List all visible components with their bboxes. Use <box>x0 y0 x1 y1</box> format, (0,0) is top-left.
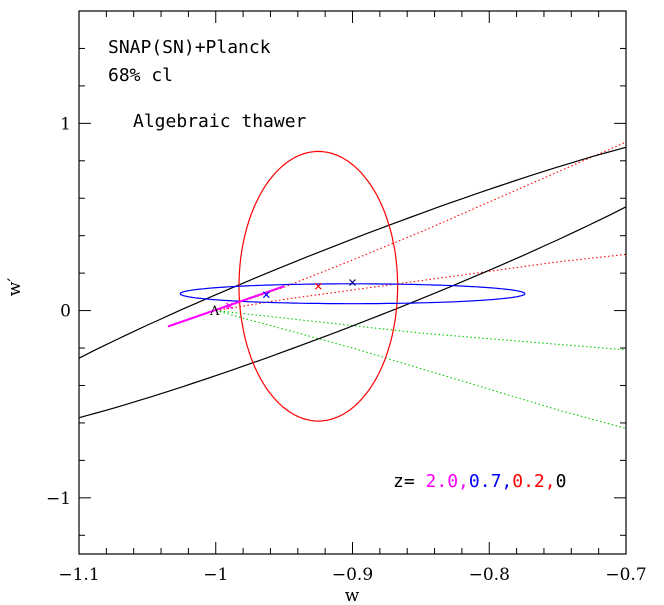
solid-trajectory-0 <box>167 285 285 328</box>
z-legend: z= 2.0,0.7,0.2,0 <box>393 471 566 492</box>
z-legend-entry-0: 0 <box>556 471 567 492</box>
axis-tick-labels: −1.1 −1 −0.9 −0.8 −0.7 −1 0 1 <box>46 114 647 585</box>
dotted-trajectory-3 <box>215 310 626 430</box>
z-legend-entry-0-2: 0.2, <box>512 471 555 492</box>
marker-1 <box>314 282 322 290</box>
axis-ticks <box>78 10 627 554</box>
x-axis-label: w <box>345 586 360 605</box>
z-legend-entry-0-7: 0.7, <box>469 471 512 492</box>
x-tick-label: −0.7 <box>605 565 646 585</box>
marker-0 <box>349 279 356 286</box>
y-tick-label: −1 <box>46 489 71 509</box>
lambda-label: Λ <box>209 304 220 319</box>
ellipse-z-0-7 <box>179 283 526 305</box>
plot-frame <box>78 10 627 555</box>
dotted-trajectory-2 <box>215 310 626 351</box>
z-legend-entry-2-0: 2.0, <box>426 471 469 492</box>
ellipse-z-0-2 <box>238 150 399 422</box>
dotted-trajectory-1 <box>215 253 626 312</box>
ellipse-z-0 <box>79 146 626 419</box>
z-legend-prefix: z= <box>393 471 415 492</box>
x-tick-label: −0.9 <box>332 565 373 585</box>
annotation-dataset: SNAP(SN)+Planck <box>108 37 271 58</box>
x-tick-label: −0.8 <box>469 565 510 585</box>
marker-2 <box>262 291 270 299</box>
annotation-model: Algebraic thawer <box>133 111 307 132</box>
plot-curves <box>79 141 626 430</box>
y-tick-label: 0 <box>60 302 71 322</box>
y-axis-label: w′ <box>5 278 25 297</box>
x-tick-label: −1 <box>203 565 228 585</box>
y-tick-label: 1 <box>60 114 71 134</box>
x-tick-label: −1.1 <box>58 565 99 585</box>
annotation-confidence: 68% cl <box>108 65 173 86</box>
marker-3 <box>226 302 233 310</box>
